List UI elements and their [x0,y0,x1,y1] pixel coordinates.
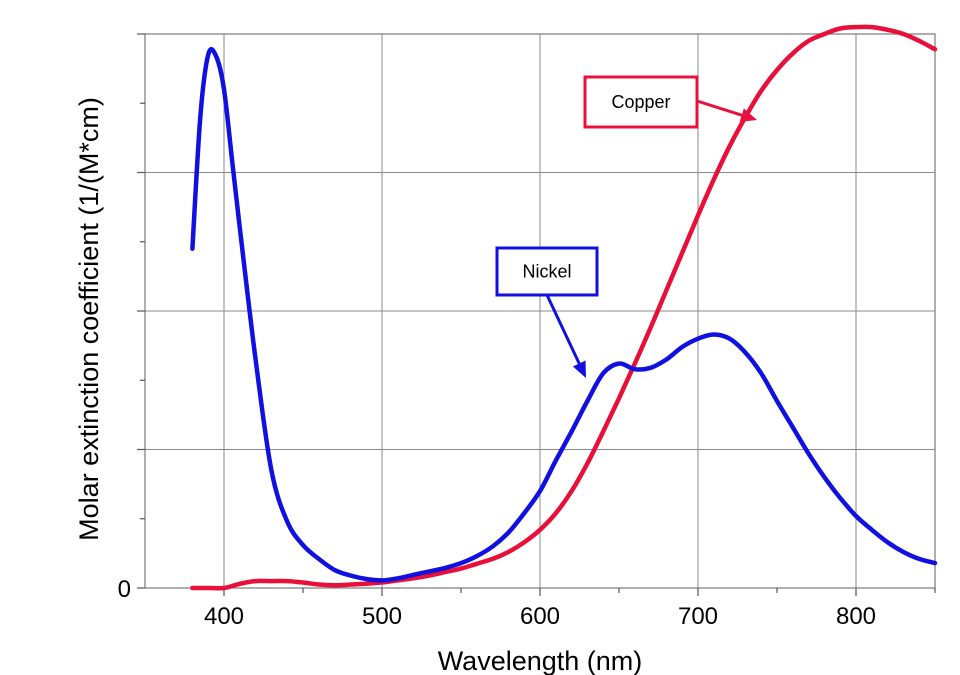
x-tick-label: 800 [836,603,876,630]
axis-ticks [137,33,936,596]
callouts: Copper Nickel [495,75,757,378]
grid-lines [145,34,935,588]
x-tick-label: 600 [520,603,560,630]
callout-nickel: Nickel [495,246,599,378]
callout-label: Copper [611,92,670,112]
x-axis-title: Wavelength (nm) [438,646,643,675]
callout-label: Nickel [522,262,571,282]
series-line-copper [190,24,938,591]
series-layer [190,24,938,591]
callout-arrow-head [572,360,586,378]
callout-box [495,246,599,297]
series-line-nickel [190,46,938,583]
x-tick-label: 500 [362,603,402,630]
tick-labels: 400 500 600 700 800 0 [118,576,876,630]
x-tick-label: 400 [204,603,244,630]
callout-copper: Copper [583,75,757,129]
y-axis-title: Molar extinction coefficient (1/(M*cm) [74,97,104,541]
callout-arrow-line [545,294,581,365]
callout-arrow-head [739,108,757,122]
callout-arrow-line [696,99,743,117]
x-tick-label: 700 [678,603,718,630]
y-tick-label: 0 [118,576,131,603]
